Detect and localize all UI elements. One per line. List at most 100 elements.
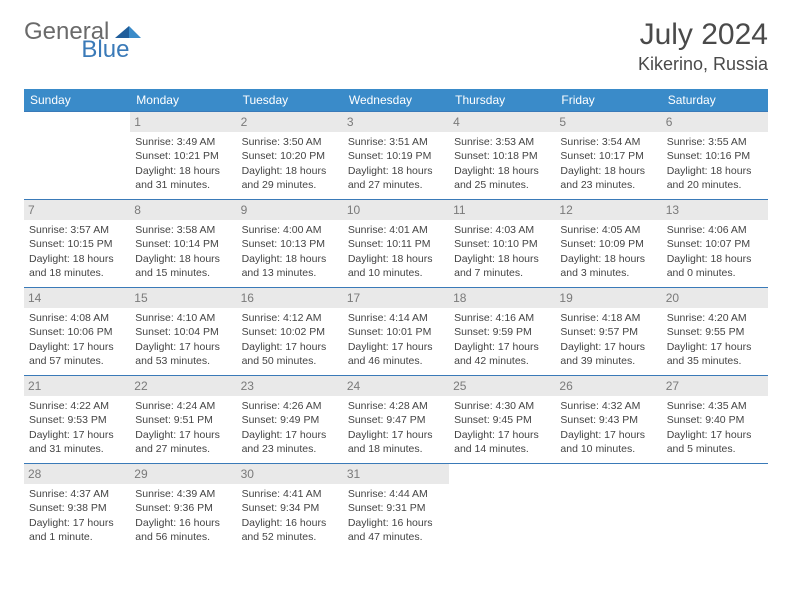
daylight-text: Daylight: 18 hours: [242, 252, 338, 266]
day-number: 20: [662, 288, 768, 308]
daylight-text: and 57 minutes.: [29, 354, 125, 368]
sunrise-text: Sunrise: 4:30 AM: [454, 399, 550, 413]
daylight-text: and 39 minutes.: [560, 354, 656, 368]
day-number: 6: [662, 112, 768, 132]
daylight-text: Daylight: 17 hours: [242, 428, 338, 442]
sunrise-text: Sunrise: 4:05 AM: [560, 223, 656, 237]
calendar-day-cell: 2Sunrise: 3:50 AMSunset: 10:20 PMDayligh…: [237, 112, 343, 200]
sunset-text: Sunset: 10:16 PM: [667, 149, 763, 163]
sunrise-text: Sunrise: 4:24 AM: [135, 399, 231, 413]
daylight-text: Daylight: 17 hours: [667, 340, 763, 354]
weekday-header-row: Sunday Monday Tuesday Wednesday Thursday…: [24, 89, 768, 112]
sunset-text: Sunset: 9:51 PM: [135, 413, 231, 427]
calendar-day-cell: 6Sunrise: 3:55 AMSunset: 10:16 PMDayligh…: [662, 112, 768, 200]
sunrise-text: Sunrise: 4:41 AM: [242, 487, 338, 501]
calendar-week-row: 14Sunrise: 4:08 AMSunset: 10:06 PMDaylig…: [24, 288, 768, 376]
sunset-text: Sunset: 10:11 PM: [348, 237, 444, 251]
day-number: 15: [130, 288, 236, 308]
sunrise-text: Sunrise: 3:49 AM: [135, 135, 231, 149]
sunset-text: Sunset: 9:40 PM: [667, 413, 763, 427]
calendar-week-row: 7Sunrise: 3:57 AMSunset: 10:15 PMDayligh…: [24, 200, 768, 288]
sunrise-text: Sunrise: 4:39 AM: [135, 487, 231, 501]
daylight-text: Daylight: 17 hours: [29, 516, 125, 530]
sunset-text: Sunset: 9:45 PM: [454, 413, 550, 427]
day-number: 13: [662, 200, 768, 220]
sunrise-text: Sunrise: 4:01 AM: [348, 223, 444, 237]
sunrise-text: Sunrise: 4:16 AM: [454, 311, 550, 325]
sunrise-text: Sunrise: 3:51 AM: [348, 135, 444, 149]
daylight-text: Daylight: 16 hours: [348, 516, 444, 530]
sunset-text: Sunset: 10:10 PM: [454, 237, 550, 251]
sunset-text: Sunset: 10:17 PM: [560, 149, 656, 163]
daylight-text: and 47 minutes.: [348, 530, 444, 544]
sunrise-text: Sunrise: 4:32 AM: [560, 399, 656, 413]
calendar-day-cell: [24, 112, 130, 200]
calendar-day-cell: 23Sunrise: 4:26 AMSunset: 9:49 PMDayligh…: [237, 376, 343, 464]
day-number: 1: [130, 112, 236, 132]
calendar-day-cell: 16Sunrise: 4:12 AMSunset: 10:02 PMDaylig…: [237, 288, 343, 376]
daylight-text: Daylight: 17 hours: [348, 428, 444, 442]
daylight-text: Daylight: 18 hours: [348, 164, 444, 178]
sunrise-text: Sunrise: 4:44 AM: [348, 487, 444, 501]
daylight-text: and 46 minutes.: [348, 354, 444, 368]
daylight-text: Daylight: 17 hours: [560, 340, 656, 354]
brand-part2: Blue: [81, 36, 129, 64]
sunset-text: Sunset: 10:14 PM: [135, 237, 231, 251]
calendar-day-cell: 3Sunrise: 3:51 AMSunset: 10:19 PMDayligh…: [343, 112, 449, 200]
daylight-text: Daylight: 18 hours: [135, 164, 231, 178]
daylight-text: and 27 minutes.: [348, 178, 444, 192]
sunset-text: Sunset: 10:13 PM: [242, 237, 338, 251]
calendar-day-cell: 31 Sunrise: 4:44 AMSunset: 9:31 PMDayligh…: [343, 464, 449, 552]
sunrise-text: Sunrise: 4:35 AM: [667, 399, 763, 413]
sunrise-text: Sunrise: 4:10 AM: [135, 311, 231, 325]
sunset-text: Sunset: 10:09 PM: [560, 237, 656, 251]
day-number: 2: [237, 112, 343, 132]
weekday-header: Thursday: [449, 89, 555, 112]
daylight-text: Daylight: 18 hours: [667, 164, 763, 178]
calendar-day-cell: 15Sunrise: 4:10 AMSunset: 10:04 PMDaylig…: [130, 288, 236, 376]
calendar-week-row: 1Sunrise: 3:49 AMSunset: 10:21 PMDayligh…: [24, 112, 768, 200]
weekday-header: Monday: [130, 89, 236, 112]
daylight-text: and 52 minutes.: [242, 530, 338, 544]
calendar-day-cell: 29Sunrise: 4:39 AMSunset: 9:36 PMDayligh…: [130, 464, 236, 552]
day-number: 4: [449, 112, 555, 132]
sunrise-text: Sunrise: 4:20 AM: [667, 311, 763, 325]
daylight-text: and 56 minutes.: [135, 530, 231, 544]
sunset-text: Sunset: 9:59 PM: [454, 325, 550, 339]
calendar-day-cell: [449, 464, 555, 552]
day-number: 12: [555, 200, 661, 220]
daylight-text: and 3 minutes.: [560, 266, 656, 280]
calendar-day-cell: 7Sunrise: 3:57 AMSunset: 10:15 PMDayligh…: [24, 200, 130, 288]
day-number: 17: [343, 288, 449, 308]
sunset-text: Sunset: 9:49 PM: [242, 413, 338, 427]
day-number: 7: [24, 200, 130, 220]
sunset-text: Sunset: 10:02 PM: [242, 325, 338, 339]
sunrise-text: Sunrise: 4:22 AM: [29, 399, 125, 413]
daylight-text: and 35 minutes.: [667, 354, 763, 368]
calendar-day-cell: 1 Sunrise: 3:49 AMSunset: 10:21 PMDayligh…: [130, 112, 236, 200]
header: General Blue July 2024 Kikerino, Russia: [24, 18, 768, 75]
daylight-text: and 14 minutes.: [454, 442, 550, 456]
daylight-text: and 10 minutes.: [560, 442, 656, 456]
calendar-table: Sunday Monday Tuesday Wednesday Thursday…: [24, 89, 768, 552]
sunset-text: Sunset: 9:31 PM: [348, 501, 444, 515]
calendar-day-cell: 27Sunrise: 4:35 AMSunset: 9:40 PMDayligh…: [662, 376, 768, 464]
location-label: Kikerino, Russia: [638, 54, 768, 75]
sunrise-text: Sunrise: 3:58 AM: [135, 223, 231, 237]
day-number: 22: [130, 376, 236, 396]
sunrise-text: Sunrise: 4:12 AM: [242, 311, 338, 325]
sunrise-text: Sunrise: 3:54 AM: [560, 135, 656, 149]
day-number: 28: [24, 464, 130, 484]
calendar-day-cell: 8Sunrise: 3:58 AMSunset: 10:14 PMDayligh…: [130, 200, 236, 288]
calendar-day-cell: 17Sunrise: 4:14 AMSunset: 10:01 PMDaylig…: [343, 288, 449, 376]
calendar-day-cell: 21Sunrise: 4:22 AMSunset: 9:53 PMDayligh…: [24, 376, 130, 464]
day-number: 31: [343, 464, 449, 484]
daylight-text: Daylight: 18 hours: [29, 252, 125, 266]
day-number: 27: [662, 376, 768, 396]
sunset-text: Sunset: 10:21 PM: [135, 149, 231, 163]
daylight-text: and 31 minutes.: [135, 178, 231, 192]
sunset-text: Sunset: 10:07 PM: [667, 237, 763, 251]
sunset-text: Sunset: 10:01 PM: [348, 325, 444, 339]
sunrise-text: Sunrise: 4:18 AM: [560, 311, 656, 325]
weekday-header: Sunday: [24, 89, 130, 112]
